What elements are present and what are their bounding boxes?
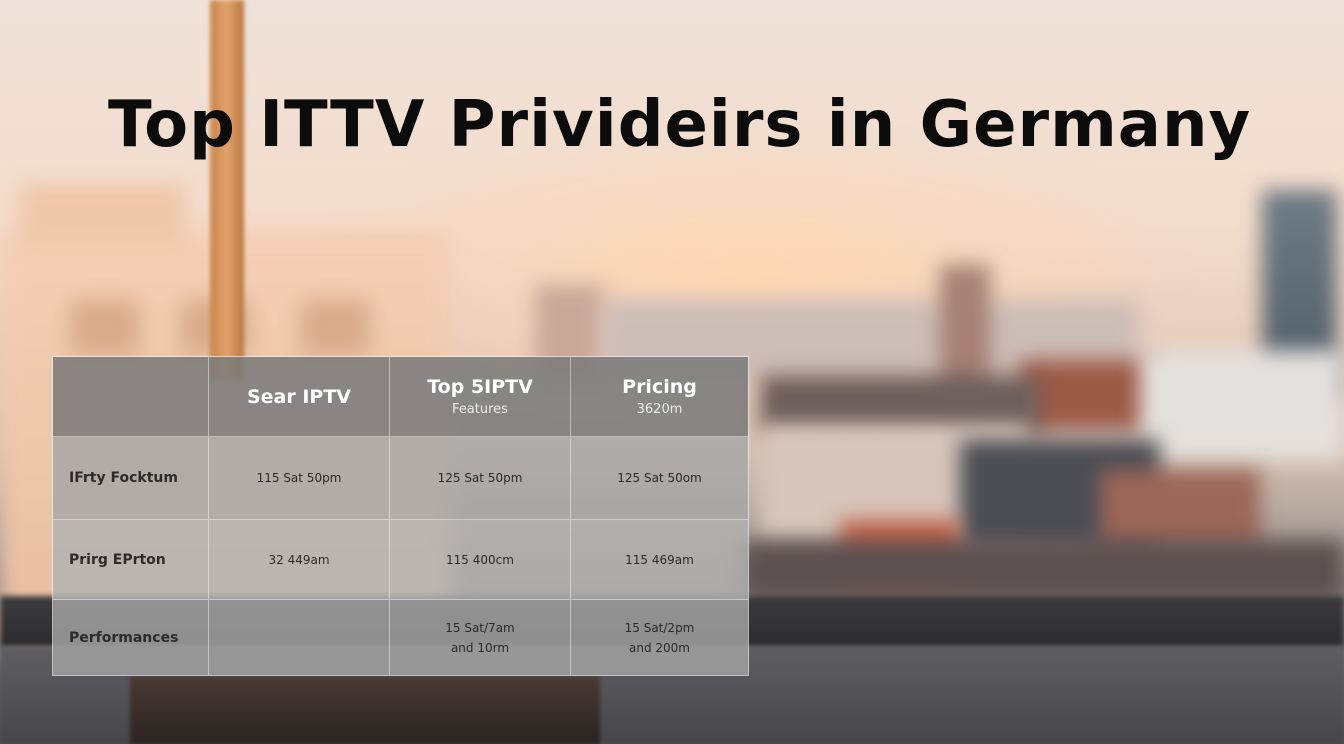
table-cell: 115 Sat 50pm — [209, 437, 390, 520]
header-subtitle: Features — [452, 401, 508, 417]
rooftops — [740, 540, 1344, 600]
table-cell: 115 400cm — [390, 520, 571, 600]
table-cell: 15 Sat/7am and 10rm — [390, 600, 571, 675]
red-roof — [1020, 360, 1160, 430]
table-cell: 125 Sat 50om — [571, 437, 748, 520]
row-label: Prirg EPrton — [53, 520, 209, 600]
table-header-cell: Pricing 3620m — [571, 357, 748, 437]
headline: Top ITTV Privideirs in Germany — [108, 88, 1252, 162]
monitor-stand — [130, 676, 600, 744]
header-title: Top 5IPTV — [427, 375, 533, 398]
cell-line: 15 Sat/2pm — [624, 620, 695, 635]
table-header-cell: Top 5IPTV Features — [390, 357, 571, 437]
building-window — [300, 300, 370, 355]
building-window — [70, 300, 140, 355]
table-cell: 125 Sat 50pm — [390, 437, 571, 520]
window-frame-pole — [210, 0, 244, 380]
cell-line: 15 Sat/7am — [445, 620, 515, 635]
cell-line: and 10rm — [450, 640, 510, 655]
table-header-cell: Sear IPTV — [209, 357, 390, 437]
building — [1140, 350, 1344, 460]
header-title: Pricing — [622, 375, 697, 398]
table-header-corner — [53, 357, 209, 437]
table-cell: 15 Sat/2pm and 200m — [571, 600, 748, 675]
comparison-table: Sear IPTV Top 5IPTV Features Pricing 362… — [52, 356, 749, 676]
row-label: IFrty Focktum — [53, 437, 209, 520]
table-cell: 115 469am — [571, 520, 748, 600]
red-roof — [1100, 470, 1260, 550]
header-subtitle: 3620m — [636, 401, 683, 417]
header-title: Sear IPTV — [246, 385, 352, 408]
row-label: Performances — [53, 600, 209, 675]
table-cell: 32 449am — [209, 520, 390, 600]
table-cell — [209, 600, 390, 675]
building-left-top — [20, 185, 185, 245]
cell-line: and 200m — [629, 640, 690, 655]
